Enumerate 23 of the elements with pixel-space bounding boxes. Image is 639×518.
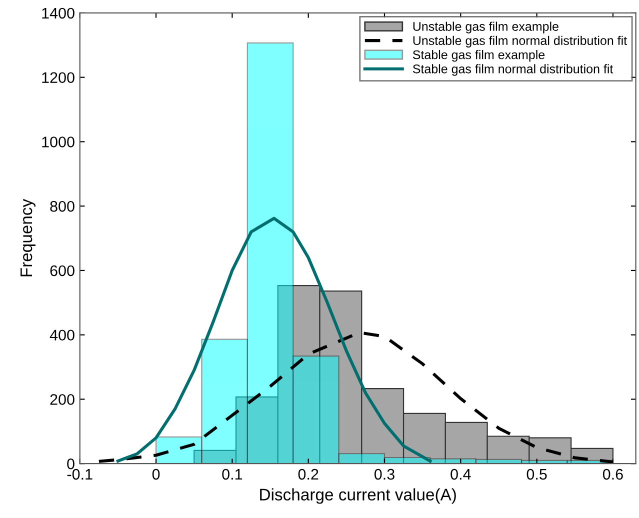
- x-tick-label: -0.1: [67, 468, 92, 480]
- y-tick-label: 0: [67, 458, 74, 470]
- x-tick-label: 0.1: [222, 468, 242, 480]
- y-tick-label: 400: [50, 330, 74, 341]
- legend-label: Unstable gas film example: [413, 22, 558, 34]
- legend-label: Stable gas film example: [412, 50, 545, 62]
- y-tick-label: 1000: [42, 136, 74, 148]
- y-tick-label: 1200: [42, 72, 74, 84]
- x-tick-label: 0.2: [298, 468, 318, 480]
- y-tick-label: 800: [50, 200, 74, 212]
- x-tick-label: 0: [152, 468, 160, 480]
- x-tick-label: 0.3: [374, 468, 394, 480]
- legend-label: Unstable gas film normal distribution fit: [413, 36, 627, 48]
- legend-label: Stable gas film normal distribution fit: [412, 64, 614, 76]
- y-tick-label: 600: [50, 265, 74, 276]
- x-tick-label: 0.4: [450, 468, 471, 480]
- line-series: [116, 216, 432, 463]
- y-axis-title: Frequency: [20, 198, 36, 276]
- y-tick-label: 1400: [42, 8, 74, 19]
- x-axis-title: Discharge current value(A): [260, 488, 456, 504]
- x-tick-label: 0.6: [602, 468, 623, 480]
- y-tick-label: 200: [50, 394, 74, 405]
- x-tick-label: 0.5: [526, 468, 547, 480]
